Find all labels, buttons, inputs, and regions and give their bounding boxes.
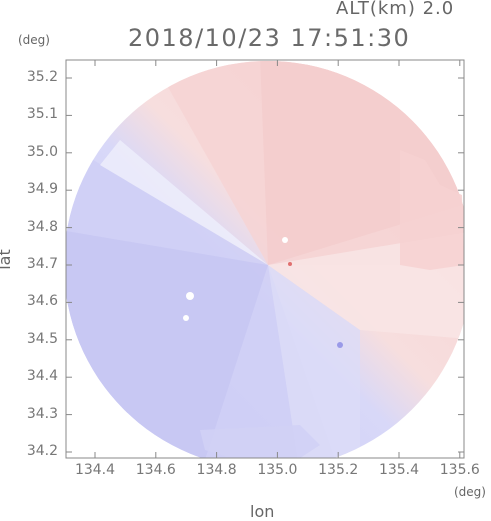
y-tick-label: 34.4 xyxy=(26,368,58,385)
plot-frame xyxy=(65,59,465,459)
y-tick-label: 34.7 xyxy=(26,256,58,272)
x-tick-label: 135.0 xyxy=(257,462,298,478)
altitude-label: ALT(km) 2.0 xyxy=(336,0,455,19)
x-axis-label: lon xyxy=(250,502,275,521)
x-tick-label: 134.6 xyxy=(135,462,176,478)
y-tick-label: 35.1 xyxy=(26,106,58,123)
y-tick-label: 35.2 xyxy=(26,69,58,85)
y-tick-label: 34.2 xyxy=(26,443,58,459)
y-tick-label: 34.3 xyxy=(26,405,58,422)
velocity-field xyxy=(66,61,464,458)
y-tick-label: 35.0 xyxy=(26,143,58,160)
y-tick-label: 34.8 xyxy=(26,218,58,235)
y-tick-label: 34.5 xyxy=(26,330,58,347)
x-tick-label: 134.8 xyxy=(196,462,237,478)
y-axis-unit: (deg) xyxy=(18,33,50,47)
timestamp-title: 2018/10/23 17:51:30 xyxy=(128,24,411,52)
y-tick-label: 34.9 xyxy=(26,181,58,198)
x-axis-unit: (deg) xyxy=(454,485,486,499)
x-tick-label: 135.6 xyxy=(439,462,480,478)
x-tick-label: 135.4 xyxy=(378,462,420,478)
x-tick-label: 135.2 xyxy=(318,462,359,478)
x-tick-label: 134.4 xyxy=(74,462,116,478)
y-tick-label: 34.6 xyxy=(26,293,58,310)
